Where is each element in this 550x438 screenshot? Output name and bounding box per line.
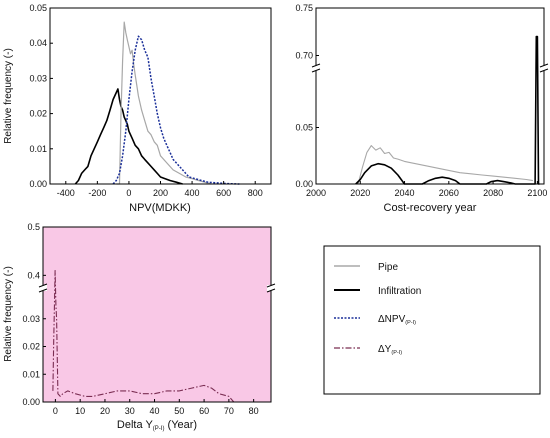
npv-series-group bbox=[74, 21, 240, 185]
legend-label: ΔY(P-I) bbox=[378, 344, 402, 356]
delta-y-xtick-label: 70 bbox=[224, 406, 234, 416]
legend-label-subscript: (P-I) bbox=[405, 320, 416, 326]
legend-box bbox=[323, 245, 541, 395]
recovery-xtick-label: 2080 bbox=[483, 188, 503, 198]
delta-y-xlabel-unit: (Year) bbox=[164, 419, 197, 431]
delta-y-xtick-label: 80 bbox=[249, 406, 259, 416]
recovery-right-axis-break-mark bbox=[539, 63, 549, 68]
delta-y-ytick-label: 0.00 bbox=[22, 397, 40, 407]
delta-y-plot-background bbox=[43, 227, 271, 402]
legend-label-main: ΔNPV bbox=[378, 314, 406, 325]
delta-y-series-group bbox=[52, 269, 235, 403]
delta-y-xtick-label: 60 bbox=[199, 406, 209, 416]
delta-y-left-axis-break-mark bbox=[38, 283, 48, 288]
recovery-left-axis-break-gap bbox=[312, 65, 320, 71]
npv-axes: -400 -200 0 200 400 600 800 0.00 0.01 0.02 0.03 0.0… bbox=[29, 3, 262, 198]
delta-y-ytick-label: 0.03 bbox=[22, 314, 40, 324]
npv-panel: -400 -200 0 200 400 600 800 0.00 0.01 0.02 0.03 0.0… bbox=[3, 3, 272, 214]
delta-y-axes: 0 10 20 30 40 50 60 70 80 0.00 0.01 0.02 0.03 0.4 0.5 bbox=[22, 222, 276, 416]
recovery-xtick-label: 2000 bbox=[306, 188, 326, 198]
delta-y-ytick-label: 0.5 bbox=[27, 222, 40, 232]
npv-xtick-label: 200 bbox=[153, 188, 168, 198]
delta-y-xlabel-main: Delta Y bbox=[117, 419, 154, 431]
npv-xtick-label: 400 bbox=[185, 188, 200, 198]
npv-ylabel: Relative frequency (-) bbox=[3, 48, 14, 144]
npv-series-npv-p-i bbox=[112, 35, 240, 185]
recovery-ytick-label: 0.75 bbox=[295, 3, 313, 13]
recovery-ytick-label: 0.70 bbox=[295, 51, 313, 61]
recovery-right-axis-break-mark bbox=[539, 68, 549, 73]
npv-series-infiltration bbox=[74, 88, 183, 185]
recovery-ytick-label: 0.05 bbox=[295, 123, 313, 133]
npv-xlabel: NPV(MDKK) bbox=[129, 202, 191, 214]
delta-y-left-axis-break-mark bbox=[38, 288, 48, 293]
legend-label: ΔNPV(P-I) bbox=[378, 314, 416, 326]
recovery-axes: 2000 2020 2040 2060 2080 2100 0.00 0.05 0.70 0.75 bbox=[295, 3, 549, 198]
recovery-left-axis-break-mark bbox=[311, 63, 321, 68]
delta-y-right-axis-break-gap bbox=[267, 285, 275, 291]
legend-label-main: Pipe bbox=[378, 262, 398, 273]
delta-y-left-axis-break-gap bbox=[39, 285, 47, 291]
recovery-series-pipe bbox=[357, 145, 533, 185]
recovery-panel: 2000 2020 2040 2060 2080 2100 0.00 0.05 0.70 0.75… bbox=[295, 3, 549, 214]
npv-xtick-label: 0 bbox=[126, 188, 131, 198]
npv-xtick-label: 800 bbox=[248, 188, 263, 198]
delta-y-xtick-label: 30 bbox=[125, 406, 135, 416]
legend-label-main: ΔY bbox=[378, 344, 392, 355]
delta-y-ytick-label: 0.02 bbox=[22, 342, 40, 352]
recovery-xtick-label: 2100 bbox=[527, 188, 547, 198]
recovery-series-infiltration bbox=[355, 35, 540, 185]
recovery-right-axis-break-gap bbox=[540, 65, 548, 71]
recovery-xtick-label: 2060 bbox=[439, 188, 459, 198]
delta-y-xlabel: Delta Y(P-I) (Year) bbox=[117, 419, 197, 432]
delta-y-series-y-p-i bbox=[52, 269, 235, 403]
npv-xtick-label: -400 bbox=[57, 188, 75, 198]
delta-y-xtick-label: 50 bbox=[174, 406, 184, 416]
recovery-xtick-label: 2020 bbox=[350, 188, 370, 198]
delta-y-xtick-label: 0 bbox=[53, 406, 58, 416]
delta-y-right-axis-break-mark bbox=[266, 283, 276, 288]
npv-xtick-label: -200 bbox=[88, 188, 106, 198]
delta-y-xtick-label: 40 bbox=[150, 406, 160, 416]
delta-y-ylabel: Relative frequency (-) bbox=[3, 266, 14, 362]
npv-ytick-label: 0.04 bbox=[29, 38, 47, 48]
delta-y-plot-frame bbox=[42, 226, 272, 403]
npv-series-pipe bbox=[116, 21, 212, 185]
delta-y-right-axis-break-mark bbox=[266, 288, 276, 293]
recovery-left-axis-break-mark bbox=[311, 68, 321, 73]
delta-y-panel: 0 10 20 30 40 50 60 70 800.000.010.020.030.40.5 … bbox=[3, 222, 276, 432]
legend-item-infiltration: Infiltration bbox=[334, 286, 421, 297]
npv-ytick-label: 0.01 bbox=[29, 144, 47, 154]
legend-label-subscript: (P-I) bbox=[391, 350, 402, 356]
recovery-plot-frame bbox=[315, 7, 545, 185]
legend-item-y-p-i: ΔY(P-I) bbox=[334, 344, 402, 356]
legend-label: Infiltration bbox=[378, 286, 421, 297]
delta-y-xlabel-subscript: (P-I) bbox=[153, 426, 165, 432]
npv-plot-frame bbox=[49, 7, 272, 185]
npv-ytick-label: 0.05 bbox=[29, 3, 47, 13]
recovery-xtick-label: 2040 bbox=[395, 188, 415, 198]
recovery-series-group bbox=[355, 35, 540, 185]
legend-label-main: Infiltration bbox=[378, 286, 421, 297]
delta-y-xtick-label: 20 bbox=[100, 406, 110, 416]
npv-ytick-label: 0.00 bbox=[29, 179, 47, 189]
delta-y-ytick-label: 0.01 bbox=[22, 369, 40, 379]
npv-ytick-label: 0.03 bbox=[29, 73, 47, 83]
recovery-ytick-label: 0.00 bbox=[295, 179, 313, 189]
delta-y-ytick-label: 0.4 bbox=[27, 270, 40, 280]
recovery-xlabel: Cost-recovery year bbox=[384, 202, 477, 214]
legend-item-pipe: Pipe bbox=[334, 262, 398, 273]
delta-y-xtick-label: 10 bbox=[75, 406, 85, 416]
legend-item-npv-p-i: ΔNPV(P-I) bbox=[334, 314, 416, 326]
npv-xtick-label: 600 bbox=[216, 188, 231, 198]
npv-ytick-label: 0.02 bbox=[29, 109, 47, 119]
legend-label: Pipe bbox=[378, 262, 398, 273]
